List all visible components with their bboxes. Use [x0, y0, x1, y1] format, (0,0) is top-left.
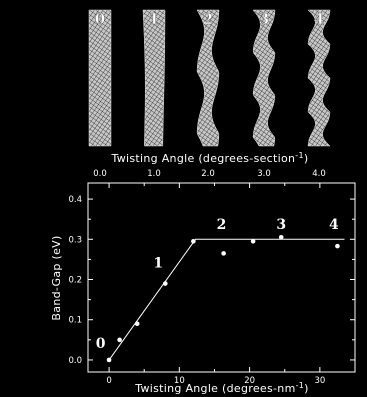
tube-label-2: 2: [203, 10, 214, 29]
point-label: 0: [96, 336, 106, 352]
data-points: [106, 234, 340, 363]
tube-label-0: 0: [95, 10, 106, 29]
tick-marks: [88, 183, 355, 372]
data-point: [221, 251, 226, 256]
nanotube-4: [307, 9, 331, 147]
x-tick-labels: 0 10 20 30: [106, 376, 325, 386]
tube-label-text: 1: [149, 10, 159, 28]
tubes-tick-3: 3.0: [257, 169, 271, 179]
point-label: 4: [329, 217, 339, 233]
x-tick-label: 20: [244, 376, 255, 386]
tube-label-1: 1: [149, 10, 160, 29]
data-point: [191, 239, 196, 244]
point-annotations: 0 1 2 3 4: [96, 217, 339, 352]
data-point: [335, 243, 340, 249]
fit-line: [108, 238, 345, 361]
tube-label-4: 4: [314, 10, 325, 29]
x-tick-label: 0: [106, 376, 111, 386]
y-tick-label: 0.3: [68, 235, 82, 245]
y-axis-title: Band-Gap (eV): [50, 235, 63, 320]
data-point: [278, 234, 284, 240]
tubes-tick-1: 1.0: [147, 169, 161, 179]
y-tick-label: 0.1: [68, 316, 82, 326]
tube-label-text: 4: [314, 10, 324, 28]
tubes-tick-2: 2.0: [201, 169, 215, 179]
x-axis-title: Twisting Angle (degrees-nm-1): [134, 381, 309, 395]
tube-group: [88, 9, 331, 147]
data-point: [117, 337, 122, 343]
y-tick-label: 0.2: [68, 276, 82, 286]
y-tick-labels: 0.0 0.1 0.2 0.3 0.4: [68, 195, 82, 366]
tube-label-3: 3: [259, 10, 270, 29]
nanotube-0: [88, 9, 112, 147]
tube-label-text: 2: [203, 10, 213, 28]
nanotube-2: [196, 9, 220, 147]
band-gap-plot: 0.0 0.1 0.2 0.3 0.4 0 10 20 30 0 1 2 3 4 Band-Gap (…: [50, 182, 356, 395]
data-point: [162, 281, 168, 286]
plot-frame: [87, 182, 356, 373]
tubes-panel: 0 1 2 3 4 Twisting Angle (degrees-sectio…: [88, 9, 331, 179]
y-tick-label: 0.0: [68, 356, 82, 366]
tube-label-text: 3: [259, 10, 269, 28]
x-tick-label: 30: [314, 376, 325, 386]
nanotube-3: [252, 9, 276, 147]
tubes-tick-4: 4.0: [312, 169, 326, 179]
y-tick-label: 0.4: [68, 195, 82, 205]
point-label: 2: [217, 217, 227, 233]
data-point: [134, 321, 140, 327]
tubes-axis-title: Twisting Angle (degrees-section-1): [111, 151, 309, 165]
x-tick-label: 10: [174, 376, 185, 386]
tubes-tick-0: 0.0: [93, 169, 107, 179]
point-label: 1: [153, 255, 163, 271]
data-point: [106, 357, 112, 363]
tube-label-text: 0: [95, 10, 105, 28]
data-point: [250, 239, 256, 244]
nanotube-1: [142, 9, 166, 147]
point-label: 3: [276, 217, 286, 233]
